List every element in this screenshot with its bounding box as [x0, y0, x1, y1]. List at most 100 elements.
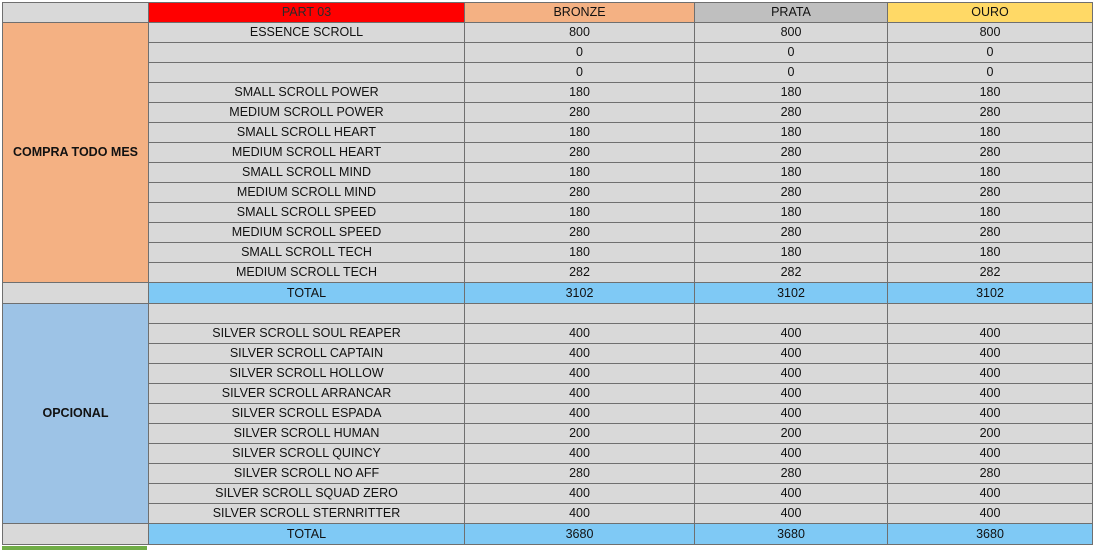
prata-value-cell[interactable]: 400: [694, 483, 888, 504]
bronze-value-cell[interactable]: 200: [464, 423, 695, 444]
ouro-value-cell[interactable]: 180: [887, 82, 1093, 103]
prata-value-cell[interactable]: 180: [694, 242, 888, 263]
item-name-cell[interactable]: SILVER SCROLL NO AFF: [148, 463, 465, 484]
prata-value-cell[interactable]: 180: [694, 122, 888, 143]
prata-value-cell[interactable]: 0: [694, 62, 888, 83]
bronze-value-cell[interactable]: 280: [464, 463, 695, 484]
bronze-value-cell[interactable]: 280: [464, 102, 695, 123]
bronze-value-cell[interactable]: 400: [464, 383, 695, 404]
ouro-value-cell[interactable]: 180: [887, 162, 1093, 183]
total-label-cell[interactable]: TOTAL: [148, 282, 465, 304]
ouro-total-cell[interactable]: 3102: [887, 282, 1093, 304]
item-name-cell[interactable]: SILVER SCROLL STERNRITTER: [148, 503, 465, 524]
prata-total-cell[interactable]: 3680: [694, 523, 888, 545]
bronze-value-cell[interactable]: 180: [464, 82, 695, 103]
prata-value-cell[interactable]: 400: [694, 363, 888, 384]
group-opcional[interactable]: OPCIONAL: [2, 303, 149, 524]
ouro-value-cell[interactable]: 400: [887, 403, 1093, 424]
prata-value-cell[interactable]: 800: [694, 22, 888, 43]
prata-value-cell[interactable]: 180: [694, 162, 888, 183]
group-compra-todo-mes[interactable]: COMPRA TODO MES: [2, 22, 149, 283]
item-name-cell[interactable]: SILVER SCROLL HUMAN: [148, 423, 465, 444]
bronze-value-cell[interactable]: 400: [464, 403, 695, 424]
item-name-cell[interactable]: [148, 62, 465, 83]
ouro-value-cell[interactable]: 280: [887, 102, 1093, 123]
bronze-value-cell[interactable]: 0: [464, 42, 695, 63]
prata-value-cell[interactable]: 180: [694, 202, 888, 223]
bronze-value-cell[interactable]: 400: [464, 503, 695, 524]
ouro-value-cell[interactable]: 280: [887, 463, 1093, 484]
prata-value-cell[interactable]: 0: [694, 42, 888, 63]
bronze-header[interactable]: BRONZE: [464, 2, 695, 23]
item-name-cell[interactable]: [148, 42, 465, 63]
ouro-value-cell[interactable]: 400: [887, 443, 1093, 464]
ouro-header[interactable]: OURO: [887, 2, 1093, 23]
item-name-cell[interactable]: SMALL SCROLL TECH: [148, 242, 465, 263]
prata-value-cell[interactable]: 400: [694, 403, 888, 424]
item-name-cell[interactable]: SILVER SCROLL CAPTAIN: [148, 343, 465, 364]
item-name-cell[interactable]: ESSENCE SCROLL: [148, 22, 465, 43]
bronze-value-cell[interactable]: 400: [464, 483, 695, 504]
ouro-value-cell[interactable]: 180: [887, 242, 1093, 263]
prata-value-cell[interactable]: 282: [694, 262, 888, 283]
ouro-value-cell[interactable]: 400: [887, 343, 1093, 364]
prata-value-cell[interactable]: 280: [694, 142, 888, 163]
ouro-value-cell[interactable]: 280: [887, 182, 1093, 203]
total-label-cell[interactable]: TOTAL: [148, 523, 465, 545]
ouro-value-cell[interactable]: 200: [887, 423, 1093, 444]
prata-header[interactable]: PRATA: [694, 2, 888, 23]
item-name-cell[interactable]: SILVER SCROLL HOLLOW: [148, 363, 465, 384]
item-name-cell[interactable]: SMALL SCROLL POWER: [148, 82, 465, 103]
total-spacer-cell[interactable]: [2, 282, 149, 304]
bronze-value-cell[interactable]: 0: [464, 62, 695, 83]
ouro-value-cell[interactable]: 400: [887, 503, 1093, 524]
prata-value-cell[interactable]: 400: [694, 323, 888, 344]
bronze-total-cell[interactable]: 3680: [464, 523, 695, 545]
prata-value-cell[interactable]: 400: [694, 503, 888, 524]
ouro-value-cell[interactable]: 180: [887, 122, 1093, 143]
prata-value-cell[interactable]: [694, 303, 888, 324]
item-name-cell[interactable]: SMALL SCROLL MIND: [148, 162, 465, 183]
bronze-value-cell[interactable]: [464, 303, 695, 324]
prata-value-cell[interactable]: 400: [694, 443, 888, 464]
prata-value-cell[interactable]: 280: [694, 222, 888, 243]
item-name-cell[interactable]: SILVER SCROLL SOUL REAPER: [148, 323, 465, 344]
ouro-value-cell[interactable]: 400: [887, 323, 1093, 344]
ouro-value-cell[interactable]: 0: [887, 42, 1093, 63]
bronze-value-cell[interactable]: 400: [464, 323, 695, 344]
bronze-value-cell[interactable]: 180: [464, 122, 695, 143]
bronze-value-cell[interactable]: 280: [464, 182, 695, 203]
prata-value-cell[interactable]: 400: [694, 383, 888, 404]
prata-value-cell[interactable]: 280: [694, 102, 888, 123]
ouro-value-cell[interactable]: 800: [887, 22, 1093, 43]
ouro-value-cell[interactable]: 180: [887, 202, 1093, 223]
item-name-cell[interactable]: SMALL SCROLL SPEED: [148, 202, 465, 223]
item-name-cell[interactable]: MEDIUM SCROLL SPEED: [148, 222, 465, 243]
bronze-value-cell[interactable]: 282: [464, 262, 695, 283]
total-spacer-cell[interactable]: [2, 523, 149, 545]
item-name-cell[interactable]: SILVER SCROLL ESPADA: [148, 403, 465, 424]
item-name-cell[interactable]: SILVER SCROLL ARRANCAR: [148, 383, 465, 404]
item-name-cell[interactable]: [148, 303, 465, 324]
part-header[interactable]: PART 03: [148, 2, 465, 23]
ouro-value-cell[interactable]: 280: [887, 142, 1093, 163]
item-name-cell[interactable]: MEDIUM SCROLL TECH: [148, 262, 465, 283]
ouro-value-cell[interactable]: 280: [887, 222, 1093, 243]
corner-cell[interactable]: [2, 2, 149, 23]
bronze-value-cell[interactable]: 800: [464, 22, 695, 43]
ouro-value-cell[interactable]: 400: [887, 483, 1093, 504]
ouro-value-cell[interactable]: 400: [887, 383, 1093, 404]
bronze-value-cell[interactable]: 280: [464, 222, 695, 243]
item-name-cell[interactable]: MEDIUM SCROLL MIND: [148, 182, 465, 203]
bronze-total-cell[interactable]: 3102: [464, 282, 695, 304]
bronze-value-cell[interactable]: 400: [464, 443, 695, 464]
prata-value-cell[interactable]: 280: [694, 182, 888, 203]
ouro-value-cell[interactable]: 282: [887, 262, 1093, 283]
ouro-total-cell[interactable]: 3680: [887, 523, 1093, 545]
item-name-cell[interactable]: SILVER SCROLL QUINCY: [148, 443, 465, 464]
item-name-cell[interactable]: MEDIUM SCROLL POWER: [148, 102, 465, 123]
prata-value-cell[interactable]: 400: [694, 343, 888, 364]
prata-value-cell[interactable]: 200: [694, 423, 888, 444]
ouro-value-cell[interactable]: 400: [887, 363, 1093, 384]
item-name-cell[interactable]: SMALL SCROLL HEART: [148, 122, 465, 143]
